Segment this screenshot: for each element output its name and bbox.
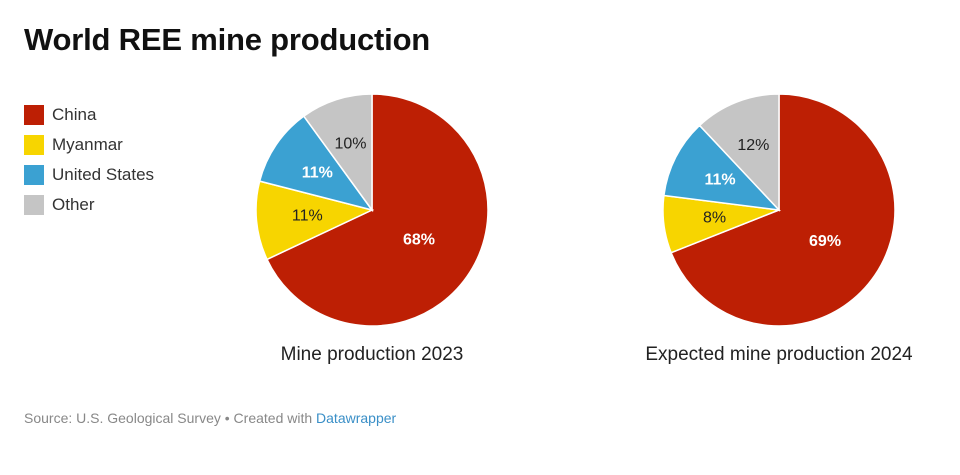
legend-label-united-states: United States [52,165,155,184]
legend-item-other: Other [24,190,154,220]
slice-label-2024-myanmar: 8% [703,210,726,227]
legend-label-china: China [52,105,97,124]
legend-swatch-united-states [24,165,44,185]
pie-slice-2023-myanmar [255,180,375,261]
pie-charts: 68%11%11%10%Mine production 202369%8%11%… [255,93,913,365]
chart-caption-2023: Mine production 2023 [281,344,464,365]
pie-slice-2023-china [266,93,489,327]
slice-label-2024-other: 12% [737,137,769,154]
slice-label-2023-china: 68% [403,231,435,248]
slice-label-2023-myanmar: 11% [292,208,323,225]
pie-slice-2024-other [698,93,780,212]
legend-swatch-china [24,105,44,125]
datawrapper-link[interactable]: Datawrapper [316,410,397,426]
slice-label-2024-china: 69% [809,233,841,250]
pie-slice-2023-united-states [258,115,374,212]
legend-label-other: Other [52,195,95,214]
legend: China Myanmar United States Other [24,100,154,220]
legend-item-united-states: United States [24,160,154,190]
legend-item-myanmar: Myanmar [24,130,154,160]
chart-title: World REE mine production [24,22,431,57]
slice-label-2024-united-states: 11% [705,171,736,188]
footer: Source: U.S. Geological Survey • Created… [24,410,396,426]
slice-label-2023-other: 10% [334,135,366,152]
chart-caption-2024: Expected mine production 2024 [645,344,913,365]
legend-swatch-myanmar [24,135,44,155]
pie-slice-2024-china [670,93,896,327]
pie-slice-2024-united-states [663,124,781,212]
legend-swatch-other [24,195,44,215]
footer-source: Source: U.S. Geological Survey • Created… [24,410,317,426]
pie-slice-2023-other [302,93,373,213]
legend-label-myanmar: Myanmar [52,135,123,154]
slice-label-2023-united-states: 11% [302,164,333,181]
legend-item-china: China [24,100,154,130]
